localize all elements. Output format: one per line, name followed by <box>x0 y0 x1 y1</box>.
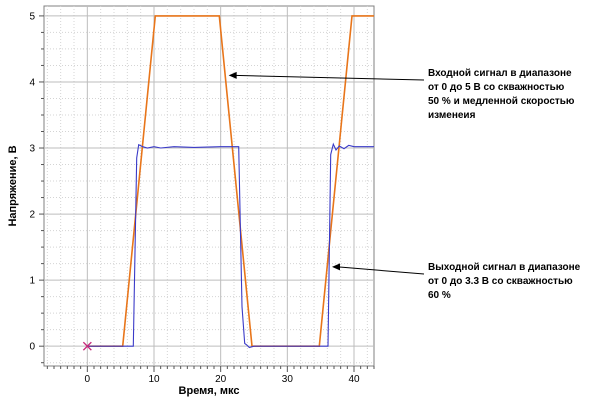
annotation-arrowhead <box>228 71 237 79</box>
plot-area <box>43 5 375 367</box>
x-tick-label: 40 <box>348 374 360 385</box>
x-tick-label: 0 <box>85 374 91 385</box>
start-marker-stroke <box>82 341 92 351</box>
annotation-leader-line <box>234 74 425 81</box>
annotation: Входной сигнал в диапазоне от 0 до 5 В со… <box>228 68 575 121</box>
series-line-output <box>87 142 374 349</box>
y-tick-label: 2 <box>29 210 35 221</box>
annotations: Входной сигнал в диапазоне от 0 до 5 В со… <box>228 68 581 301</box>
x-axis-label: Время, мкс <box>179 385 240 397</box>
y-tick-label: 3 <box>29 144 35 155</box>
x-tick-label: 30 <box>282 374 294 385</box>
y-tick-label: 4 <box>29 77 35 88</box>
annotation-text-line: 50 % и медленной скоростью <box>428 96 575 107</box>
axes: 0 10 20 30 40 0 1 2 3 4 5 <box>29 11 375 385</box>
grid <box>44 6 374 366</box>
start-marker <box>82 341 92 351</box>
annotation-text-line: Входной сигнал в диапазоне <box>428 68 572 79</box>
annotation-arrowhead <box>332 263 340 271</box>
annotation: Выходной сигнал в диапазоне от 0 до 3.3 В… <box>332 262 581 301</box>
series-line-input <box>87 15 374 348</box>
y-tick-label: 1 <box>29 276 35 287</box>
annotation-leader-line <box>337 266 425 275</box>
y-tick-label: 5 <box>29 11 35 22</box>
annotation-text-line: Выходной сигнал в диапазоне <box>428 262 581 273</box>
series-layer <box>82 15 374 351</box>
y-axis-label: Напряжение, В <box>7 145 19 226</box>
x-tick-label: 10 <box>148 374 160 385</box>
y-tick-label: 0 <box>29 342 35 353</box>
annotation-text-line: изменеия <box>428 110 476 121</box>
annotation-text-line: от 0 до 3.3 В со скважностью <box>428 276 573 287</box>
annotation-text-line: от 0 до 5 В со скважностью <box>428 82 565 93</box>
x-tick-label: 20 <box>215 374 227 385</box>
annotation-text-line: 60 % <box>428 290 451 301</box>
